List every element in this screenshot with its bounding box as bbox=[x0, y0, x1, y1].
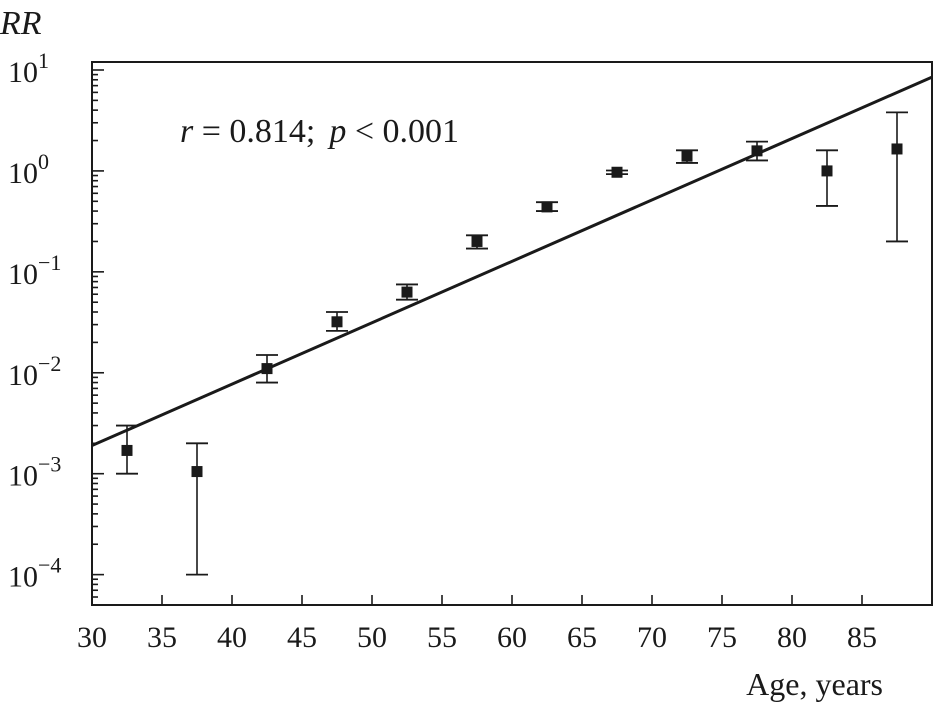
x-tick-label: 30 bbox=[77, 621, 107, 654]
y-tick-base: 10 bbox=[8, 561, 38, 594]
correlation-annotation: r = 0.814; p < 0.001 bbox=[180, 113, 459, 150]
data-point bbox=[751, 145, 763, 157]
y-tick-exponent: 0 bbox=[38, 149, 49, 174]
y-tick-base: 10 bbox=[8, 157, 38, 190]
y-tick-base: 10 bbox=[8, 56, 38, 89]
x-tick-label: 40 bbox=[217, 621, 247, 654]
y-tick-exponent: −1 bbox=[38, 250, 61, 275]
x-tick-label: 50 bbox=[357, 621, 387, 654]
data-point bbox=[471, 235, 483, 247]
x-tick-label: 35 bbox=[147, 621, 177, 654]
y-tick-exponent: −3 bbox=[38, 452, 61, 477]
x-tick-label: 85 bbox=[847, 621, 877, 654]
y-tick-exponent: −2 bbox=[38, 351, 61, 376]
data-point bbox=[331, 316, 343, 328]
regression-line bbox=[91, 75, 933, 447]
y-axis-label: RR bbox=[0, 5, 42, 42]
x-tick-label: 60 bbox=[497, 621, 527, 654]
x-tick-label: 70 bbox=[637, 621, 667, 654]
x-tick-label: 75 bbox=[707, 621, 737, 654]
x-tick-label: 80 bbox=[777, 621, 807, 654]
y-tick-label: 10−3 bbox=[8, 452, 61, 493]
data-point bbox=[891, 143, 903, 155]
y-tick-base: 10 bbox=[8, 359, 38, 392]
data-point bbox=[261, 363, 273, 375]
data-point bbox=[821, 165, 833, 177]
y-tick-label: 10−2 bbox=[8, 351, 61, 392]
y-tick-exponent: −4 bbox=[38, 553, 61, 578]
x-tick-label: 65 bbox=[567, 621, 597, 654]
data-point bbox=[191, 466, 203, 478]
data-point bbox=[401, 286, 413, 298]
x-axis-label: Age, years bbox=[746, 666, 883, 702]
y-tick-label: 10−4 bbox=[8, 553, 61, 594]
data-point bbox=[541, 201, 553, 213]
data-point bbox=[121, 444, 133, 456]
x-tick-label: 55 bbox=[427, 621, 457, 654]
y-tick-exponent: 1 bbox=[38, 48, 49, 73]
x-tick-label: 45 bbox=[287, 621, 317, 654]
y-tick-label: 101 bbox=[8, 48, 49, 89]
y-tick-label: 10−1 bbox=[8, 250, 61, 291]
y-tick-label: 100 bbox=[8, 149, 49, 190]
y-tick-base: 10 bbox=[8, 460, 38, 493]
data-point bbox=[611, 166, 623, 178]
data-point bbox=[681, 150, 693, 162]
y-tick-base: 10 bbox=[8, 258, 38, 291]
